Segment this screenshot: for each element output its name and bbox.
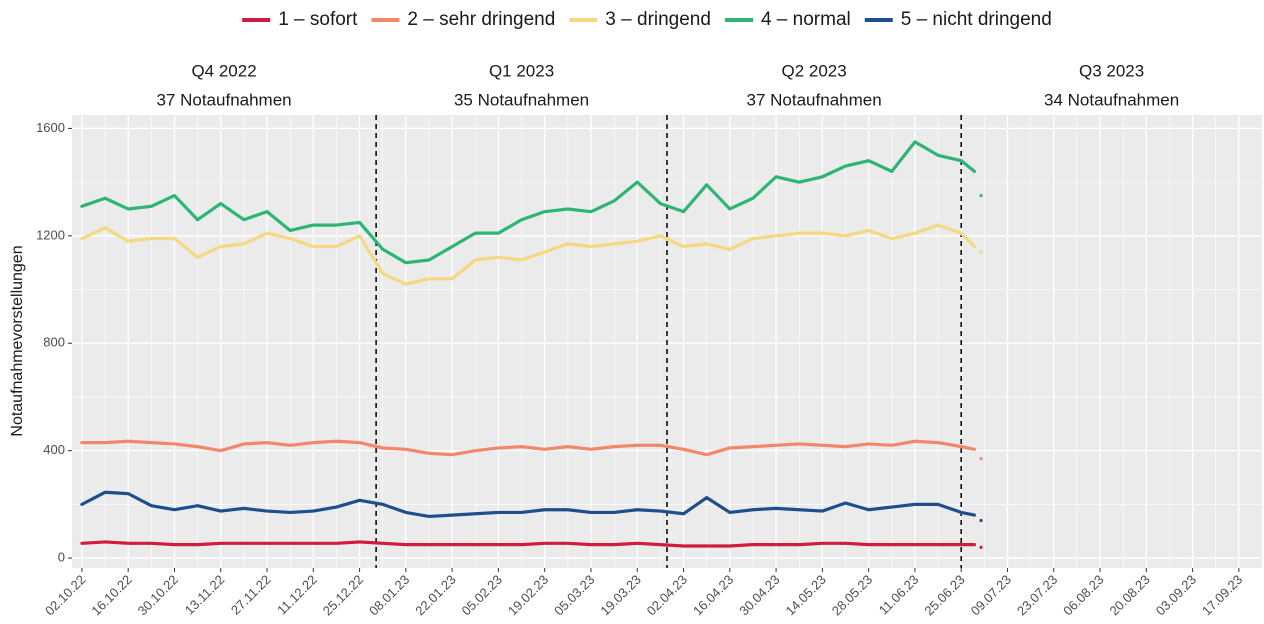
x-tick-label: 11.12.22 — [274, 572, 320, 618]
panel-subtitle: 37 Notaufnahmen — [747, 90, 882, 109]
x-tick-label: 08.01.23 — [366, 572, 412, 618]
y-tick-label: 1200 — [36, 227, 65, 242]
x-tick-label: 19.02.23 — [505, 572, 551, 618]
x-tick-label: 16.04.23 — [690, 572, 736, 618]
x-tick-label: 11.06.23 — [876, 572, 922, 618]
series-line — [80, 223, 983, 286]
legend-label: 5 – nicht dringend — [901, 9, 1052, 30]
panel-title: Q2 2023 — [781, 61, 846, 80]
legend-label: 2 – sehr dringend — [407, 9, 555, 30]
x-tick-label: 30.04.23 — [736, 572, 782, 618]
x-tick-label: 16.10.22 — [88, 572, 134, 618]
y-tick-label: 800 — [43, 335, 65, 350]
y-tick-label: 400 — [43, 442, 65, 457]
panel-subtitle: 34 Notaufnahmen — [1044, 90, 1179, 109]
x-tick-label: 02.04.23 — [644, 572, 690, 618]
x-tick-label: 05.03.23 — [551, 572, 597, 618]
panel-subtitle: 37 Notaufnahmen — [156, 90, 291, 109]
x-tick-label: 17.09.23 — [1199, 572, 1245, 618]
series-line — [80, 439, 983, 461]
y-tick-label: 0 — [58, 550, 65, 565]
x-tick-label: 03.09.23 — [1153, 572, 1199, 618]
panel-subtitle: 35 Notaufnahmen — [454, 90, 589, 109]
x-tick-label: 09.07.23 — [968, 572, 1014, 618]
x-tick-label: 14.05.23 — [783, 572, 829, 618]
x-tick-label: 30.10.22 — [135, 572, 181, 618]
x-tick-label: 02.10.22 — [42, 572, 88, 618]
x-tick-label: 28.05.23 — [829, 572, 875, 618]
panel-title: Q4 2022 — [191, 61, 256, 80]
x-tick-label: 25.12.22 — [320, 572, 366, 618]
x-tick-label: 23.07.23 — [1014, 572, 1060, 618]
series-line — [80, 540, 983, 549]
legend-label: 3 – dringend — [605, 9, 711, 30]
x-tick-label: 25.06.23 — [921, 572, 967, 618]
x-tick-label: 22.01.23 — [412, 572, 458, 618]
series-line — [80, 490, 983, 523]
legend-label: 4 – normal — [761, 9, 851, 30]
x-tick-label: 20.08.23 — [1106, 572, 1152, 618]
y-tick-label: 1600 — [36, 120, 65, 135]
legend: 1 – sofort 2 – sehr dringend 3 – dringend 4… — [242, 9, 1052, 30]
x-tick-label: 27.11.22 — [228, 572, 274, 618]
y-axis-label: Notaufnahmevorstellungen — [9, 245, 26, 436]
series-line — [80, 140, 983, 265]
x-tick-label: 13.11.22 — [182, 572, 228, 618]
x-tick-label: 05.02.23 — [459, 572, 505, 618]
x-tick-label: 06.08.23 — [1060, 572, 1106, 618]
panel-title: Q3 2023 — [1079, 61, 1144, 80]
legend-label: 1 – sofort — [278, 9, 358, 30]
x-tick-label: 19.03.23 — [597, 572, 643, 618]
panel-title: Q1 2023 — [489, 61, 554, 80]
